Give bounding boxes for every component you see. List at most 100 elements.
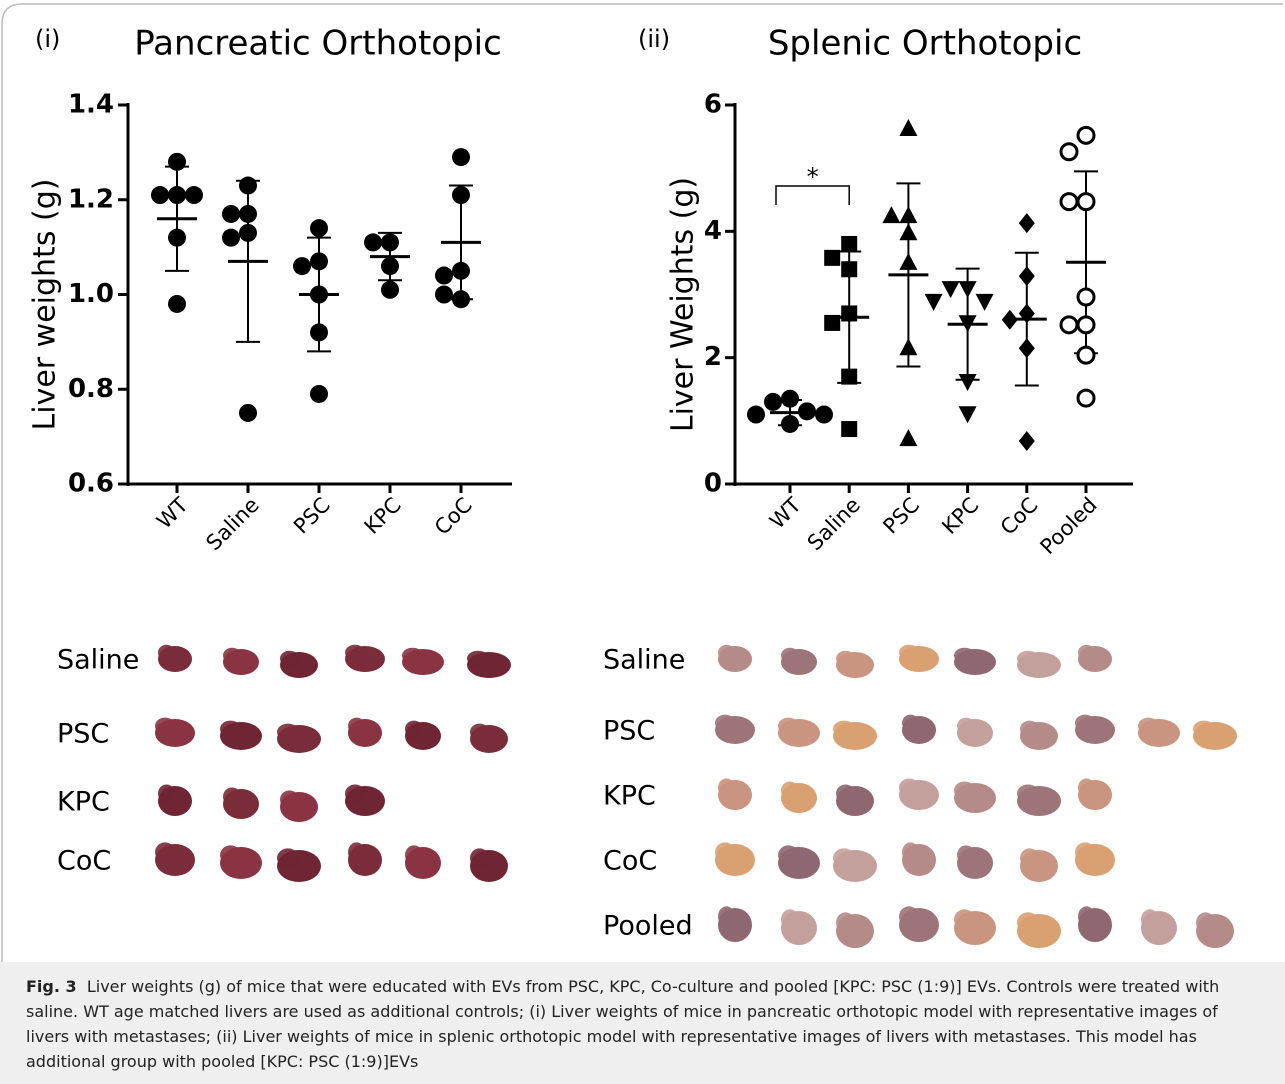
x-tick-label: Saline: [803, 493, 865, 555]
data-point: [841, 421, 857, 437]
x-tick-label: WT: [765, 493, 806, 534]
data-point: [925, 294, 943, 311]
liver-lobe: [899, 906, 919, 926]
data-point: [168, 186, 186, 204]
x-tick-label: Saline: [201, 493, 263, 555]
data-point: [781, 390, 799, 408]
data-point: [168, 229, 186, 247]
liver-lobe: [223, 788, 241, 806]
liver-lobe: [833, 848, 855, 867]
liver-lobe: [836, 785, 855, 803]
liver-lobe: [781, 648, 799, 664]
liver-lobe: [348, 718, 365, 735]
data-point: [1019, 213, 1035, 233]
photo-row-label: CoC: [57, 846, 111, 877]
liver-lobe: [1020, 721, 1039, 738]
data-point: [942, 281, 960, 298]
x-tick-label: PSC: [878, 493, 924, 539]
y-tick-label: 0.6: [68, 469, 114, 499]
liver-lobe: [1075, 715, 1095, 732]
data-point: [310, 252, 328, 270]
caption-label: Fig. 3: [26, 977, 77, 996]
liver-lobe: [836, 912, 855, 932]
liver-lobe: [718, 645, 735, 661]
data-point: [899, 429, 917, 446]
data-point: [239, 177, 257, 195]
liver-lobe: [155, 842, 175, 861]
liver-lobe: [957, 845, 975, 864]
data-point: [239, 205, 257, 223]
data-point: [1019, 338, 1035, 358]
liver-lobe: [402, 648, 423, 664]
data-point: [239, 404, 257, 422]
x-tick-label: WT: [152, 493, 193, 534]
data-point: [1078, 347, 1094, 363]
data-point: [381, 233, 399, 251]
photo-row-label: Saline: [603, 645, 685, 676]
liver-lobe: [715, 715, 735, 732]
y-tick-label: 0: [704, 469, 722, 499]
data-point: [310, 323, 328, 341]
data-point: [899, 338, 917, 355]
data-point: [1061, 317, 1077, 333]
data-point: [1078, 390, 1094, 406]
liver-lobe: [467, 651, 489, 667]
panel-label: (i): [35, 25, 60, 53]
data-point: [841, 305, 857, 321]
liver-lobe: [1196, 912, 1215, 932]
x-tick-label: CoC: [996, 493, 1043, 540]
photo-row-label: PSC: [603, 716, 655, 747]
data-point: [310, 219, 328, 237]
data-point: [168, 153, 186, 171]
data-point: [959, 406, 977, 423]
photo-row-label: PSC: [57, 719, 109, 750]
liver-lobe: [902, 715, 919, 732]
liver-lobe: [345, 785, 365, 803]
data-point: [959, 281, 977, 298]
data-point: [364, 233, 382, 251]
significance-label: *: [807, 163, 819, 191]
data-point: [1019, 266, 1035, 286]
data-point: [1061, 194, 1077, 210]
photo-row-label: Saline: [57, 645, 139, 676]
liver-lobe: [778, 718, 799, 735]
data-point: [222, 205, 240, 223]
liver-lobe: [954, 909, 975, 929]
y-axis-label: Liver Weights (g): [666, 177, 701, 432]
liver-lobe: [277, 848, 299, 867]
data-point: [824, 315, 840, 331]
caption-text: Liver weights (g) of mice that were educ…: [26, 977, 1219, 1071]
x-tick-label: Pooled: [1036, 493, 1102, 559]
liver-lobe: [1078, 779, 1095, 797]
liver-lobe: [348, 842, 365, 861]
liver-lobe: [902, 842, 919, 861]
x-tick-label: CoC: [430, 493, 477, 540]
y-tick-label: 1.0: [68, 279, 114, 309]
data-point: [452, 186, 470, 204]
y-tick-label: 2: [704, 342, 722, 372]
data-point: [781, 415, 799, 433]
liver-lobe: [280, 791, 299, 809]
photo-row-label: KPC: [603, 781, 656, 812]
liver-lobe: [1020, 848, 1039, 867]
data-point: [882, 206, 900, 223]
liver-lobe: [155, 718, 175, 735]
liver-lobe: [345, 645, 365, 661]
data-point: [841, 261, 857, 277]
data-point: [1002, 310, 1018, 330]
liver-lobe: [405, 845, 423, 864]
data-point: [824, 250, 840, 266]
x-tick-label: KPC: [360, 493, 406, 539]
data-point: [1078, 289, 1094, 305]
data-point: [452, 290, 470, 308]
data-point: [899, 206, 917, 223]
liver-lobe: [223, 648, 241, 664]
x-tick-label: PSC: [289, 493, 335, 539]
liver-lobe: [781, 782, 799, 800]
data-point: [452, 262, 470, 280]
liver-lobe: [899, 645, 919, 661]
liver-lobe: [718, 779, 735, 797]
data-point: [310, 385, 328, 403]
data-point: [899, 119, 917, 136]
liver-lobe: [718, 906, 735, 926]
